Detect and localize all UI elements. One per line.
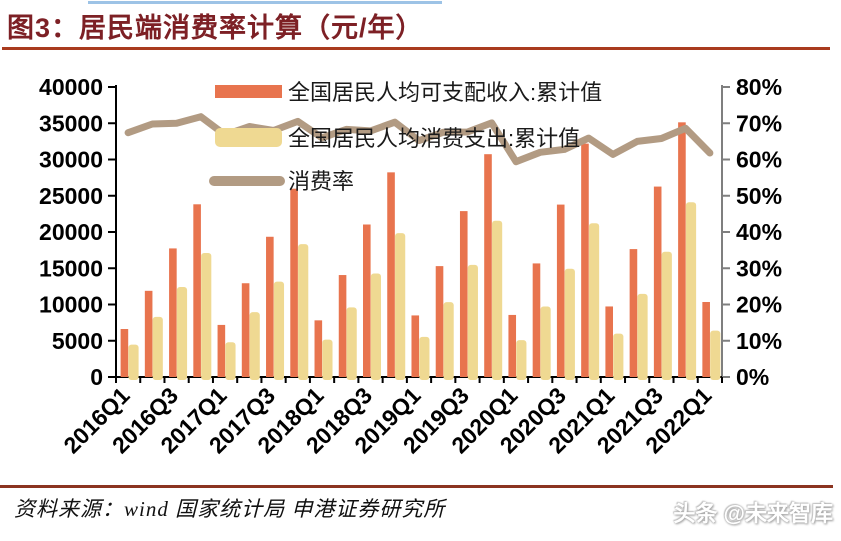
income-bar bbox=[435, 266, 444, 377]
consumption-bar bbox=[443, 302, 454, 380]
income-bar bbox=[314, 320, 323, 377]
consumption-bar bbox=[710, 330, 721, 380]
svg-text:80%: 80% bbox=[736, 74, 782, 100]
top-accent-line bbox=[88, 1, 442, 4]
consumption-bar bbox=[613, 333, 624, 380]
svg-text:15000: 15000 bbox=[39, 255, 103, 281]
income-bar bbox=[653, 186, 662, 377]
consumption-bars bbox=[128, 202, 721, 380]
income-bar bbox=[217, 324, 226, 377]
svg-text:40000: 40000 bbox=[39, 74, 103, 100]
income-bar bbox=[363, 224, 371, 377]
svg-text:30000: 30000 bbox=[39, 147, 103, 173]
consumption-bar bbox=[564, 268, 575, 380]
consumption-bar bbox=[201, 252, 212, 380]
consumption-bar bbox=[152, 316, 163, 380]
svg-text:10000: 10000 bbox=[39, 292, 103, 318]
y-axis-left: 0 5000 10000 15000 20000 25000 30000 35000 40000 bbox=[39, 74, 117, 390]
consumption-bar bbox=[540, 306, 551, 380]
svg-text:25000: 25000 bbox=[39, 183, 103, 209]
income-bar bbox=[508, 314, 517, 377]
svg-text:40%: 40% bbox=[736, 219, 782, 245]
consumption-bar bbox=[661, 251, 672, 380]
svg-text:70%: 70% bbox=[736, 110, 782, 136]
income-bar bbox=[387, 172, 395, 377]
svg-text:20%: 20% bbox=[736, 292, 782, 318]
consumption-bar bbox=[176, 287, 188, 380]
svg-text:全国居民人均消费支出:累计值: 全国居民人均消费支出:累计值 bbox=[288, 126, 580, 151]
x-axis: 2016Q12016Q32017Q12017Q32018Q12018Q32019… bbox=[58, 376, 723, 458]
chart-area: 0 5000 10000 15000 20000 25000 30000 35000 40000… bbox=[0, 55, 841, 479]
consumption-bar bbox=[395, 233, 406, 380]
income-bar bbox=[484, 154, 492, 377]
consumption-bar bbox=[370, 273, 381, 380]
income-bar bbox=[338, 275, 347, 377]
svg-text:20000: 20000 bbox=[39, 219, 103, 245]
svg-text:0%: 0% bbox=[736, 364, 769, 390]
income-bar bbox=[411, 315, 420, 377]
income-bar bbox=[169, 248, 177, 377]
svg-text:全国居民人均可支配收入:累计值: 全国居民人均可支配收入:累计值 bbox=[288, 80, 602, 105]
svg-text:35000: 35000 bbox=[39, 110, 103, 136]
legend-swatch-consumption bbox=[215, 128, 282, 147]
income-bar bbox=[241, 283, 250, 377]
consumption-bar bbox=[273, 281, 285, 380]
income-bar bbox=[266, 236, 274, 377]
title-divider bbox=[2, 47, 830, 50]
income-bars bbox=[120, 122, 710, 378]
legend-swatch-income bbox=[215, 85, 282, 98]
svg-text:消费率: 消费率 bbox=[288, 169, 354, 194]
income-bar bbox=[678, 122, 686, 378]
svg-text:0: 0 bbox=[90, 364, 103, 390]
income-bar bbox=[120, 329, 129, 377]
income-bar bbox=[290, 188, 298, 377]
consumption-bar bbox=[492, 220, 503, 380]
income-bar bbox=[193, 204, 201, 377]
svg-text:60%: 60% bbox=[736, 147, 782, 173]
consumption-bar bbox=[419, 336, 430, 380]
consumption-bar bbox=[637, 293, 648, 380]
y-axis-right: 0% 10% 20% 30% 40% 50% 60% 70% 80% bbox=[721, 74, 782, 390]
income-bar bbox=[532, 263, 541, 377]
income-bar bbox=[629, 249, 638, 377]
consumption-bar bbox=[467, 264, 478, 380]
income-bar bbox=[581, 143, 589, 377]
svg-text:30%: 30% bbox=[736, 255, 782, 281]
consumption-bar bbox=[128, 344, 139, 380]
consumption-bar bbox=[225, 342, 236, 380]
footer-divider bbox=[0, 485, 833, 488]
svg-text:10%: 10% bbox=[736, 328, 782, 354]
consumption-bar bbox=[346, 307, 357, 380]
chart-svg: 0 5000 10000 15000 20000 25000 30000 35000 40000… bbox=[39, 74, 782, 458]
figure-title: 图3：居民端消费率计算（元/年） bbox=[7, 13, 424, 43]
svg-text:50%: 50% bbox=[736, 183, 782, 209]
consumption-bar bbox=[249, 312, 260, 380]
consumption-bar bbox=[685, 202, 697, 380]
income-bar bbox=[556, 204, 565, 377]
consumption-bar bbox=[516, 340, 527, 380]
income-bar bbox=[605, 306, 613, 377]
watermark-text: 头条 @未来智库 bbox=[673, 501, 833, 526]
consumption-bar bbox=[322, 339, 333, 380]
income-bar bbox=[702, 301, 710, 377]
source-note: 资料来源：wind 国家统计局 申港证券研究所 bbox=[14, 497, 446, 521]
income-bar bbox=[459, 211, 468, 377]
consumption-bar bbox=[588, 223, 600, 380]
consumption-bar bbox=[298, 244, 309, 380]
income-bar bbox=[144, 290, 153, 377]
svg-text:5000: 5000 bbox=[52, 328, 103, 354]
